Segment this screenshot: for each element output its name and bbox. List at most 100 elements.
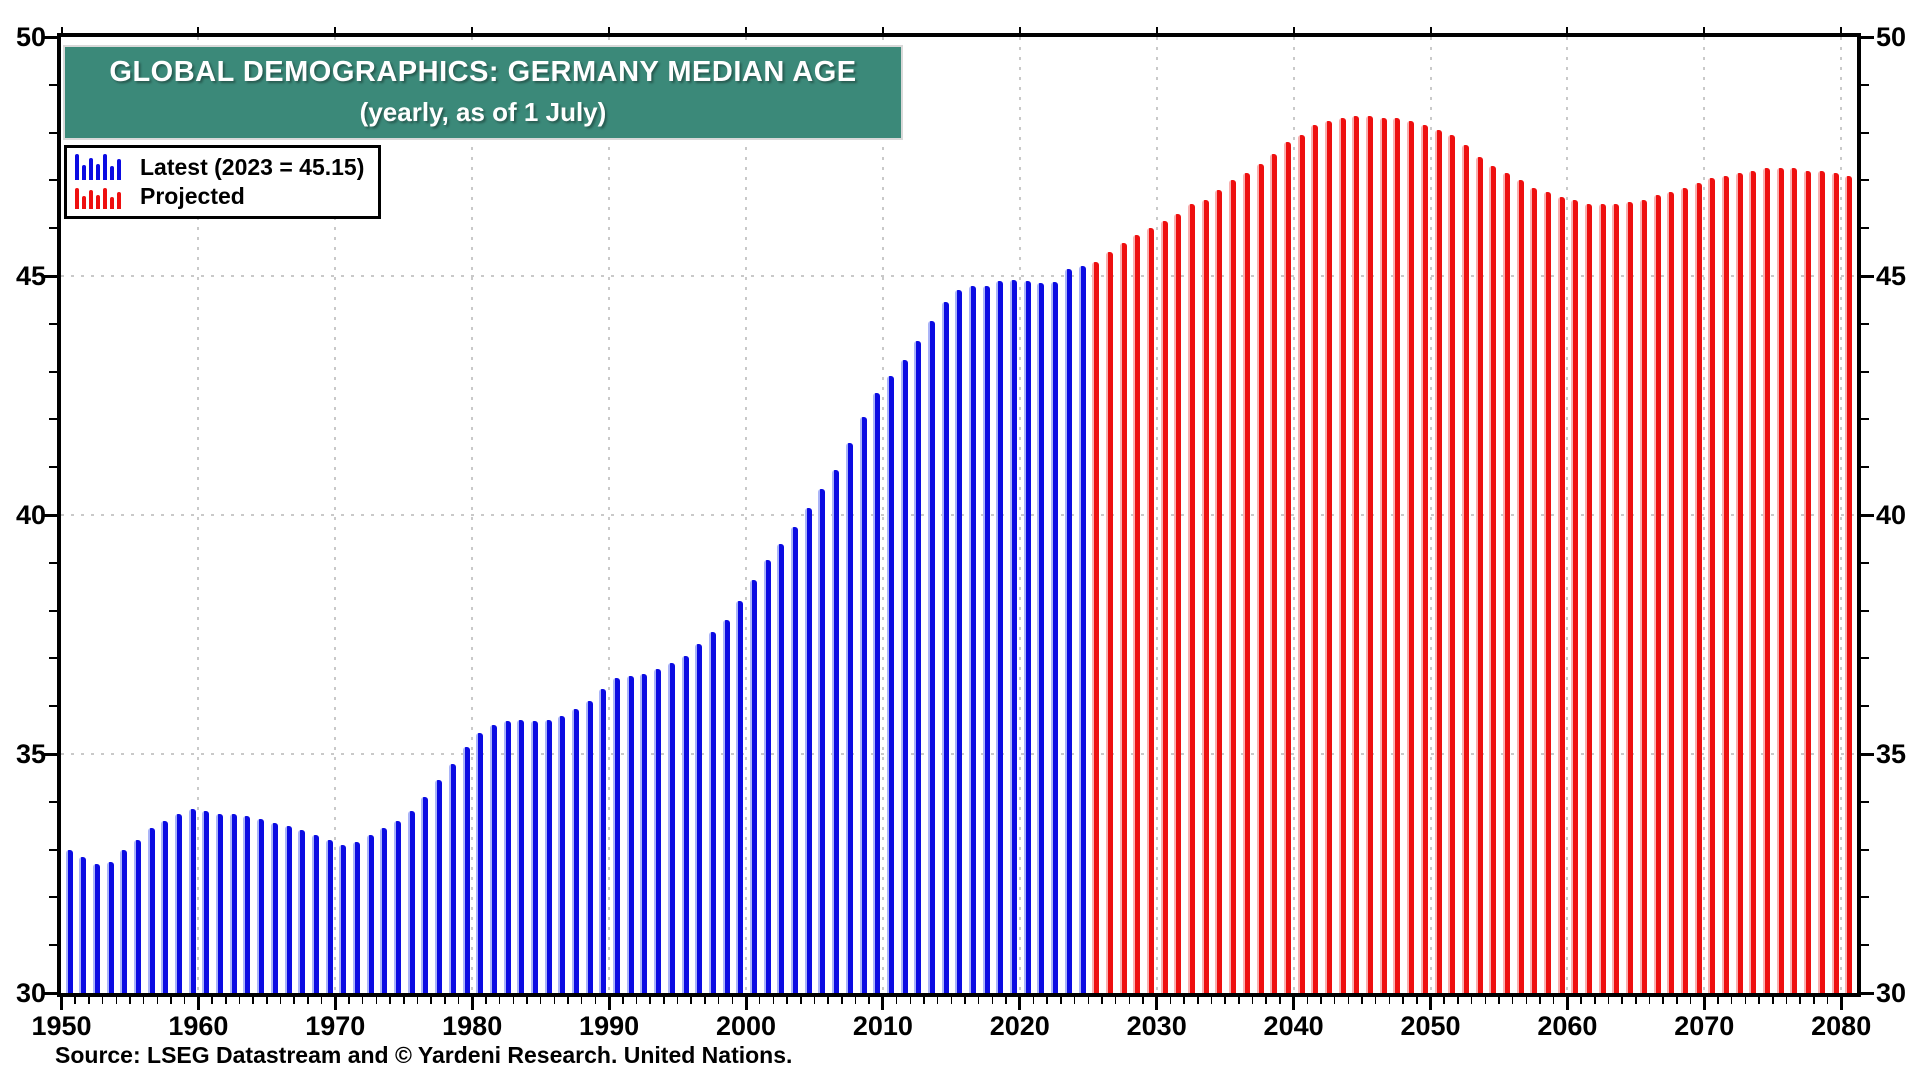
x-axis-label: 1980 (442, 1011, 503, 1041)
bar (407, 811, 415, 993)
x-axis-minor-tick (156, 997, 159, 1004)
bar (1242, 173, 1250, 993)
legend-icon-bar (82, 164, 86, 180)
x-axis-minor-tick (1279, 997, 1281, 1004)
x-axis-minor-tick (841, 997, 843, 1004)
bar (216, 813, 224, 993)
legend-icon-bar (117, 191, 121, 209)
gridline-vertical (334, 37, 337, 993)
bar (1338, 118, 1346, 993)
x-axis-minor-tick (348, 997, 350, 1004)
x-axis-minor-tick (854, 997, 857, 1004)
x-axis-minor-tick (909, 997, 912, 1004)
x-axis-minor-tick (416, 997, 419, 1004)
x-axis-minor-tick (1238, 997, 1240, 1004)
bar (366, 835, 374, 993)
x-axis-minor-tick (594, 997, 597, 1004)
x-axis-minor-tick (1087, 997, 1089, 1004)
x-axis-minor-tick (964, 997, 966, 1004)
gridline-vertical (745, 37, 747, 993)
bar (352, 842, 360, 993)
bar (626, 676, 634, 993)
bar (708, 632, 716, 993)
gridline-vertical (1840, 37, 1843, 993)
x-axis-minor-tick (1772, 997, 1774, 1004)
y-axis-minor-tick-left (49, 848, 57, 851)
bar (243, 816, 251, 993)
x-axis-minor-tick (266, 997, 268, 1004)
x-axis-top-tick (1292, 27, 1295, 33)
x-axis-major-tick (607, 997, 611, 1010)
x-axis-label: 2010 (852, 1011, 913, 1041)
bar (1352, 115, 1360, 993)
bar (503, 720, 511, 993)
red-bars-icon (75, 183, 129, 209)
x-axis-minor-tick (1689, 997, 1692, 1004)
legend-icon-bar (103, 153, 107, 180)
x-axis-minor-tick (142, 997, 145, 1004)
x-axis-minor-tick (88, 997, 90, 1004)
x-axis-minor-tick (293, 997, 295, 1004)
x-axis-minor-tick (389, 997, 391, 1004)
x-axis-minor-tick (1251, 997, 1254, 1004)
bar (1215, 189, 1223, 993)
x-axis-minor-tick (320, 997, 323, 1004)
bar (1817, 170, 1825, 993)
y-axis-label-left: 50 (15, 22, 46, 52)
blue-bars-icon (75, 153, 129, 180)
x-axis-minor-tick (567, 997, 569, 1004)
bar (1393, 118, 1401, 993)
x-axis-minor-tick (1635, 997, 1637, 1004)
x-axis-minor-tick (1265, 997, 1267, 1004)
x-axis-minor-tick (758, 997, 761, 1004)
legend-icon-bar (103, 187, 107, 209)
bar (1037, 283, 1045, 993)
x-axis-minor-tick (1826, 997, 1829, 1004)
gridline-vertical (881, 37, 884, 993)
bar (1831, 173, 1839, 993)
bar (1311, 125, 1319, 993)
x-axis-top-tick (881, 27, 884, 33)
x-axis-minor-tick (868, 997, 870, 1004)
x-axis-minor-tick (663, 997, 665, 1004)
y-axis-minor-tick-left (49, 370, 57, 373)
x-axis-minor-tick (1744, 997, 1747, 1004)
plot-area (61, 37, 1857, 993)
bar (1297, 135, 1305, 993)
y-axis-minor-tick-right (1861, 322, 1869, 325)
y-axis-major-tick-left (44, 274, 57, 278)
chart-subtitle: (yearly, as of 1 July) (359, 97, 607, 127)
x-axis-minor-tick (1073, 997, 1076, 1004)
gridline-vertical (471, 37, 474, 993)
x-axis-minor-tick (1813, 997, 1815, 1004)
y-axis-minor-tick-right (1861, 944, 1869, 947)
x-axis-minor-tick (704, 997, 706, 1004)
legend-icon-bar (82, 195, 86, 209)
x-axis-label: 2060 (1537, 1011, 1598, 1041)
gridline-vertical (608, 37, 611, 993)
y-axis-label-right: 40 (1876, 500, 1907, 530)
bar (599, 689, 607, 993)
x-axis-minor-tick (170, 997, 172, 1004)
x-axis-minor-tick (1402, 997, 1404, 1004)
x-axis-minor-tick (895, 997, 898, 1004)
y-axis-minor-tick-right (1861, 896, 1869, 899)
y-axis-minor-tick-left (49, 800, 57, 803)
x-axis-label: 2030 (1126, 1011, 1187, 1041)
x-axis-minor-tick (1224, 997, 1226, 1004)
bar (325, 840, 333, 993)
bar (1475, 156, 1483, 993)
x-axis-minor-tick (649, 997, 651, 1004)
x-axis-minor-tick (1128, 997, 1131, 1004)
y-axis-label-right: 35 (1876, 739, 1907, 769)
bar (1147, 228, 1154, 993)
y-axis-minor-tick-left (49, 466, 57, 469)
x-axis-minor-tick (1005, 997, 1007, 1004)
y-axis-minor-tick-right (1861, 705, 1869, 708)
x-axis-minor-tick (1197, 997, 1199, 1004)
x-axis-label: 1960 (168, 1011, 229, 1041)
bar (1407, 120, 1415, 993)
bar (1160, 221, 1168, 993)
bar (421, 797, 429, 993)
x-axis-minor-tick (1594, 997, 1596, 1004)
